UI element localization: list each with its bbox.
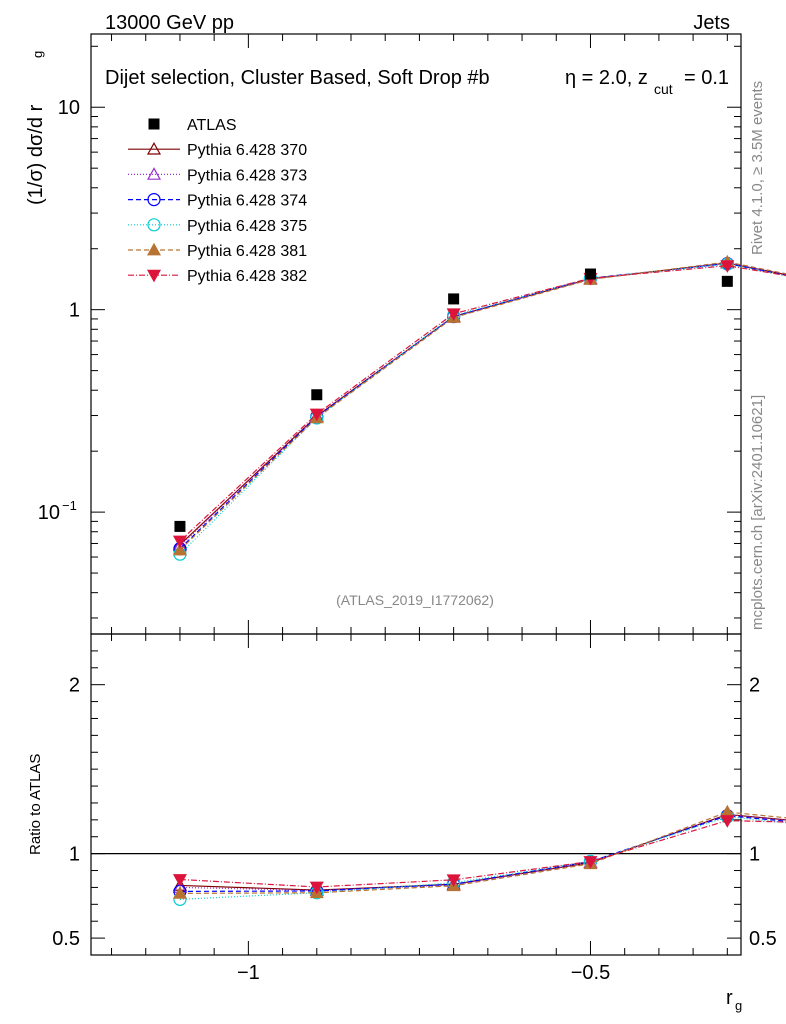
subtitle-main: Dijet selection, Cluster Based, Soft Dro… [105, 67, 490, 89]
ratio-y-tick-label-right: 1 [749, 844, 760, 866]
legend-marker [147, 218, 161, 232]
data-point [448, 293, 460, 305]
series-line [179, 265, 786, 542]
data-point [311, 389, 323, 401]
x-tick-label: −1 [237, 962, 260, 984]
rivet-label: Rivet 4.1.0, ≥ 3.5M events [749, 81, 766, 255]
legend-marker [146, 141, 162, 155]
legend-marker [146, 242, 162, 256]
ratio-frame [90, 633, 742, 956]
legend-label: Pythia 6.428 374 [187, 193, 307, 210]
y-tick-label: 10 [58, 97, 80, 119]
series-line [179, 261, 786, 551]
energy-label: 13000 GeV pp [105, 12, 234, 34]
data-point [584, 268, 596, 280]
subtitle-cut: cut [654, 81, 673, 97]
x-axis-title: r [726, 987, 733, 1009]
ratio-series-line [179, 813, 786, 892]
ratio-axis-title: Ratio to ATLAS [27, 754, 44, 855]
mcplots-label: mcplots.cern.ch [arXiv:2401.10621] [749, 395, 766, 630]
ratio-y-tick-label-right: 2 [749, 675, 760, 697]
legend-marker [146, 167, 162, 180]
legend-label: Pythia 6.428 382 [187, 268, 307, 285]
ratio-y-tick-label: 2 [69, 675, 80, 697]
series-point [172, 542, 187, 556]
legend-marker [146, 269, 162, 283]
data-point [174, 520, 186, 532]
series-line [179, 262, 786, 547]
data-point [721, 275, 733, 287]
series-point [720, 260, 735, 273]
series-line [179, 263, 786, 555]
ratio-series-line [179, 813, 786, 891]
ratio-series-point [309, 881, 324, 895]
analysis-id: (ATLAS_2019_I1772062) [336, 592, 494, 608]
legend-label: Pythia 6.428 381 [187, 243, 307, 260]
y-axis-title: (1/σ) dσ/d r [25, 104, 47, 205]
ratio-y-tick-label: 1 [69, 844, 80, 866]
legend-marker-data [148, 118, 160, 130]
series-group [91, 254, 786, 906]
legend-label: Pythia 6.428 375 [187, 218, 307, 235]
ratio-series-line [179, 819, 786, 888]
ratio-series-point [583, 856, 598, 869]
ratio-series-line [179, 815, 786, 892]
y-tick-label: 1 [69, 300, 80, 322]
series-point [446, 308, 461, 321]
ratio-series-point [446, 874, 461, 888]
ratio-series-line [179, 811, 786, 894]
ratio-y-tick-label-right: 0.5 [749, 928, 777, 950]
x-tick-label: −0.5 [571, 962, 610, 984]
legend-label-data: ATLAS [187, 117, 237, 134]
ratio-series-point [720, 815, 735, 828]
series-point [309, 408, 324, 422]
y-tick-label: 10 [38, 502, 60, 524]
ratio-series-point [172, 886, 187, 899]
legend: ATLAS Pythia 6.428 370 Pythia 6.428 373 Pyt… [128, 117, 307, 285]
y-tick-label-exponent: −1 [62, 498, 77, 513]
subtitle-eta: η = 2.0, z [565, 67, 648, 89]
process-label: Jets [693, 12, 730, 34]
subtitle-tail: = 0.1 [684, 67, 729, 89]
y-axis-title-sub: g [30, 51, 45, 58]
legend-label: Pythia 6.428 373 [187, 167, 307, 184]
legend-marker [147, 193, 161, 207]
ratio-y-tick-label: 0.5 [52, 928, 80, 950]
ratio-series-line [179, 816, 786, 900]
ratio-series-point [172, 874, 187, 887]
series-point [172, 535, 187, 549]
legend-label: Pythia 6.428 370 [187, 142, 307, 159]
x-axis-title-sub: g [735, 998, 742, 1013]
series-line [179, 262, 786, 546]
